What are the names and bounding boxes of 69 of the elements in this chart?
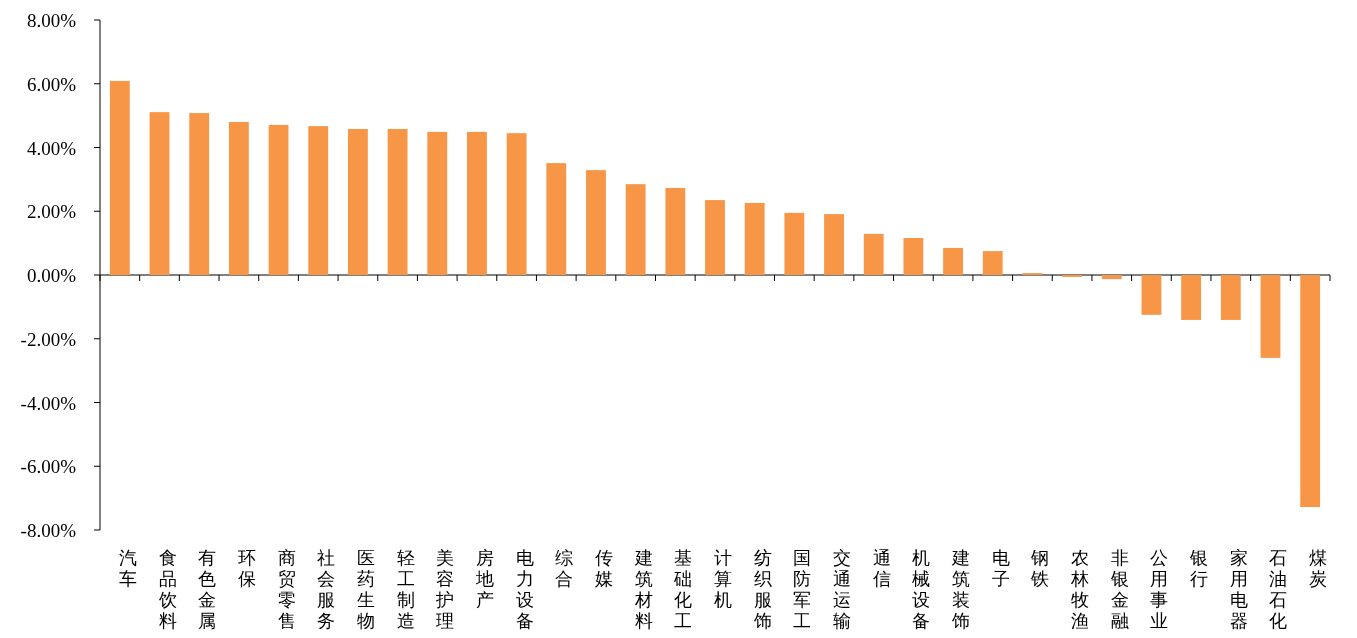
- x-tick-label: 电子: [991, 547, 1010, 589]
- x-tick-label: 基础化工: [673, 547, 693, 631]
- bar: [546, 163, 567, 275]
- x-tick-label: 银行: [1189, 547, 1209, 589]
- y-tick-label: -8.00%: [20, 520, 77, 541]
- x-tick-label: 建筑材料: [633, 547, 653, 631]
- bar: [1181, 275, 1202, 320]
- bar: [228, 122, 249, 275]
- bar: [506, 133, 527, 275]
- y-tick-label: -2.00%: [20, 328, 77, 350]
- y-tick-label: 8.00%: [26, 10, 77, 31]
- x-tick-label: 食品饮料: [157, 547, 177, 631]
- x-tick-label: 美容护理: [435, 547, 455, 631]
- x-tick-label: 传媒: [594, 547, 613, 589]
- y-tick-label: 6.00%: [26, 73, 77, 95]
- x-tick-label: 综合: [555, 547, 574, 589]
- x-tick-label: 轻工制造: [396, 547, 415, 631]
- bar: [982, 251, 1003, 275]
- y-tick-label: -4.00%: [20, 392, 77, 414]
- x-tick-label: 公用事业: [1150, 547, 1169, 631]
- x-tick-label: 农林牧渔: [1070, 547, 1090, 631]
- x-tick-label: 非银金融: [1109, 547, 1129, 631]
- bar: [427, 131, 448, 275]
- y-tick-label: 2.00%: [26, 201, 77, 223]
- bar: [1300, 275, 1321, 508]
- bar: [387, 129, 408, 275]
- x-tick-label: 机械设备: [912, 547, 931, 631]
- x-tick-label: 计算机: [714, 547, 732, 610]
- x-tick-label: 汽车: [118, 547, 137, 589]
- x-tick-label: 纺织服饰: [752, 547, 772, 631]
- x-tick-label: 商贸零售: [277, 547, 296, 631]
- bar: [943, 247, 963, 275]
- bar: [347, 129, 368, 275]
- bar: [665, 187, 686, 275]
- y-tick-label: 0.00%: [26, 265, 77, 286]
- bar: [705, 200, 725, 275]
- x-tick-label: 钢铁: [1030, 547, 1050, 589]
- x-tick-label: 国防军工: [793, 547, 812, 631]
- x-tick-label: 有色金属: [198, 547, 217, 631]
- x-tick-label: 交通运输: [833, 547, 852, 631]
- bar: [1141, 275, 1162, 315]
- x-tick-label: 环保: [237, 547, 256, 589]
- y-tick-label: -6.00%: [20, 456, 77, 478]
- x-tick-label: 医药生物: [356, 547, 375, 631]
- bar: [149, 112, 170, 275]
- x-tick-label: 石油石化: [1269, 547, 1288, 631]
- bar: [586, 170, 606, 275]
- x-tick-label: 通信: [872, 547, 891, 589]
- bar: [863, 233, 884, 275]
- bar: [308, 126, 329, 275]
- bar: [903, 238, 924, 275]
- bar: [1260, 275, 1281, 358]
- x-tick-label: 家用电器: [1229, 547, 1248, 631]
- bar: [1220, 275, 1241, 320]
- bar: [744, 202, 765, 275]
- x-tick-label: 电力设备: [515, 547, 534, 631]
- x-tick-label: 社会服务: [317, 547, 336, 631]
- bar: [189, 113, 210, 275]
- bar: [625, 184, 646, 275]
- bar: [467, 131, 487, 275]
- bar: [109, 80, 130, 275]
- x-tick-label: 建筑装饰: [951, 547, 971, 631]
- y-tick-label: 4.00%: [26, 137, 77, 159]
- bar: [784, 212, 805, 275]
- x-tick-label: 煤炭: [1309, 547, 1328, 589]
- x-tick-label: 房地产: [474, 547, 494, 610]
- bar: [1101, 275, 1122, 280]
- bar: [824, 214, 844, 275]
- bar: [268, 124, 289, 275]
